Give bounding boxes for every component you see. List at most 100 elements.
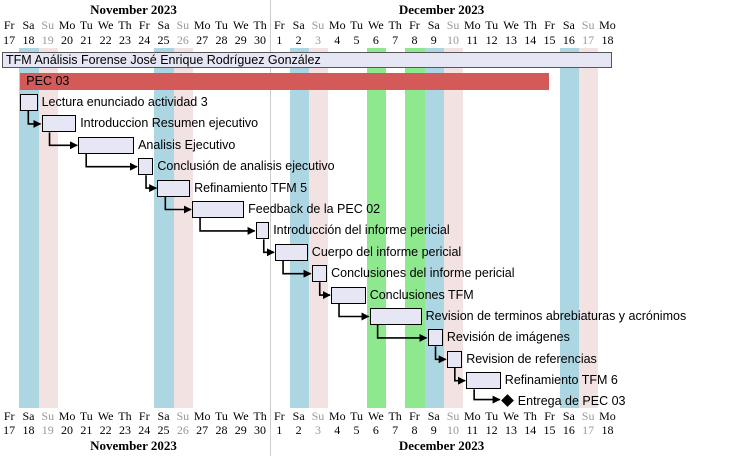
- day-number-label: 19: [41, 33, 54, 47]
- day-number-label: 29: [234, 423, 247, 437]
- day-number-label: 1: [276, 33, 283, 47]
- day-number-label: 17: [3, 33, 16, 47]
- day-of-week-label: Tu: [214, 409, 228, 423]
- day-of-week-label: Mo: [193, 409, 211, 423]
- day-number-label: 26: [176, 33, 189, 47]
- dependency-arrow: [164, 196, 192, 214]
- day-of-week-label: Su: [311, 409, 325, 423]
- day-of-week-label: Th: [388, 18, 402, 32]
- day-number-label: 17: [582, 33, 595, 47]
- month-label: November 2023: [90, 438, 177, 453]
- dependency-arrow: [282, 260, 312, 278]
- task-label: Analisis Ejecutivo: [138, 137, 236, 152]
- task-bar[interactable]: [78, 136, 135, 154]
- task-bar[interactable]: [138, 158, 154, 176]
- day-of-week-label: Mo: [464, 409, 481, 423]
- day-of-week-label: Fr: [3, 409, 15, 423]
- day-of-week-label: Fr: [409, 18, 420, 32]
- day-number-label: 6: [372, 423, 379, 437]
- day-of-week-label: Mo: [58, 409, 76, 423]
- day-number-label: 14: [524, 423, 537, 437]
- task-bar[interactable]: [427, 329, 443, 347]
- day-number-label: 18: [601, 423, 614, 437]
- task-label: Revision de terminos abrebiaturas y acró…: [425, 309, 687, 323]
- task-label: Refinamiento TFM 6: [504, 373, 618, 388]
- dependency-arrow: [262, 239, 275, 257]
- day-of-week-label: Th: [118, 18, 132, 32]
- dependency-arrow: [145, 175, 158, 193]
- task-bar[interactable]: [157, 179, 191, 197]
- day-number-label: 4: [334, 423, 341, 437]
- day-of-week-label: Sa: [427, 18, 440, 32]
- task-bar[interactable]: [446, 350, 463, 368]
- day-number-label: 16: [562, 33, 575, 47]
- task-bar[interactable]: [466, 372, 501, 390]
- day-number-label: 18: [22, 423, 35, 437]
- sunday-band: [579, 48, 599, 408]
- task-bar[interactable]: [369, 308, 422, 325]
- day-of-week-label: Su: [41, 409, 55, 423]
- dependency-arrow: [199, 218, 256, 235]
- day-of-week-label: Su: [446, 409, 460, 423]
- day-of-week-label: Sa: [562, 18, 575, 32]
- day-of-week-label: Fr: [409, 409, 420, 423]
- day-number-label: 24: [138, 423, 151, 437]
- day-number-label: 21: [80, 33, 93, 47]
- day-number-label: 8: [411, 423, 418, 437]
- task-bar[interactable]: [311, 265, 328, 283]
- day-number-label: 16: [562, 423, 575, 437]
- day-of-week-label: Mo: [58, 18, 76, 32]
- day-of-week-label: We: [503, 409, 519, 423]
- day-of-week-label: Mo: [599, 18, 616, 32]
- sunday-band: [173, 48, 193, 408]
- dependency-arrow: [27, 111, 42, 128]
- task-bar[interactable]: [41, 115, 77, 133]
- day-of-week-label: Mo: [328, 409, 346, 423]
- day-number-label: 5: [353, 33, 360, 47]
- task-bar[interactable]: [275, 243, 308, 261]
- day-number-label: 18: [601, 33, 614, 47]
- dependency-arrow: [318, 282, 331, 300]
- day-of-week-label: Sa: [157, 18, 170, 32]
- summary-bar-pec03[interactable]: [20, 73, 550, 90]
- task-label: Revisión de imágenes: [446, 330, 570, 345]
- day-number-label: 13: [504, 33, 517, 47]
- task-bar[interactable]: [192, 201, 245, 218]
- day-number-label: 11: [466, 423, 479, 437]
- day-of-week-label: Th: [253, 18, 267, 32]
- day-of-week-label: Sa: [427, 409, 440, 423]
- month-label: November 2023: [90, 2, 177, 17]
- task-bar[interactable]: [331, 286, 366, 304]
- day-number-label: 9: [430, 33, 437, 47]
- day-of-week-label: Sa: [562, 409, 575, 423]
- dependency-arrow: [338, 303, 370, 321]
- saturday-band: [154, 48, 174, 408]
- saturday-band: [559, 48, 579, 408]
- dependency-arrow: [48, 132, 78, 150]
- day-number-label: 10: [447, 423, 460, 437]
- day-number-label: 7: [392, 423, 399, 437]
- day-of-week-label: Mo: [328, 18, 346, 32]
- day-of-week-label: Fr: [274, 409, 285, 423]
- project-bar[interactable]: [2, 52, 612, 68]
- day-of-week-label: Sa: [22, 409, 35, 423]
- day-of-week-label: Su: [176, 409, 190, 423]
- day-of-week-label: Tu: [350, 409, 363, 423]
- day-of-week-label: We: [97, 18, 114, 32]
- day-of-week-label: We: [503, 18, 519, 32]
- day-number-label: 8: [411, 33, 418, 47]
- month-label: December 2023: [398, 438, 485, 453]
- day-number-label: 20: [61, 33, 74, 47]
- dependency-arrow: [376, 325, 428, 342]
- day-number-label: 18: [22, 33, 35, 47]
- task-bar[interactable]: [20, 94, 38, 111]
- day-number-label: 20: [61, 423, 74, 437]
- day-of-week-label: Su: [581, 18, 595, 32]
- task-label: Conclusión de analisis ejecutivo: [157, 159, 335, 174]
- day-number-label: 2: [295, 423, 302, 437]
- day-number-label: 29: [234, 33, 247, 47]
- task-bar[interactable]: [255, 222, 270, 240]
- task-label: Conclusiones del informe pericial: [331, 266, 515, 281]
- task-label: Feedback de la PEC 02: [248, 202, 381, 216]
